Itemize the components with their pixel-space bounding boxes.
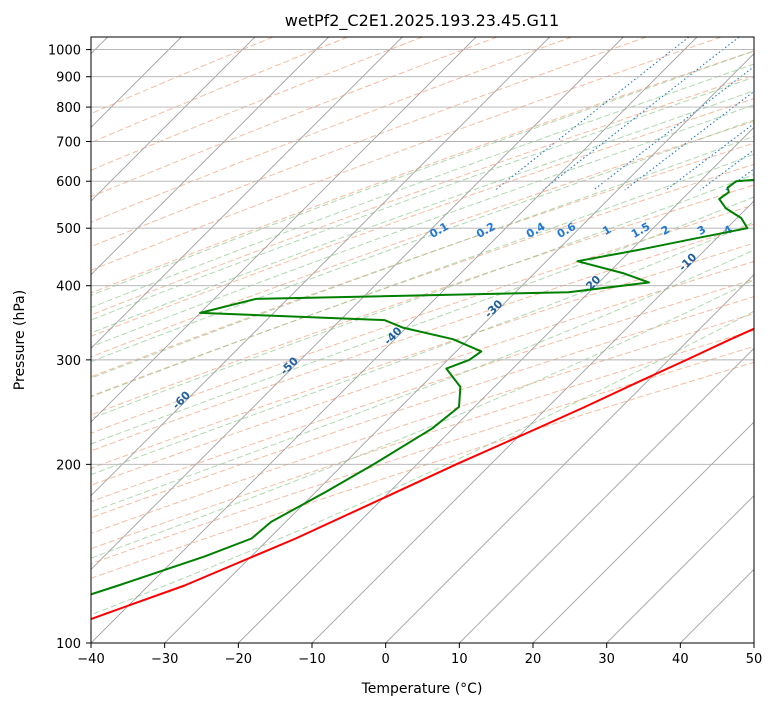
x-tick-label: 10 (451, 652, 468, 667)
x-tick-label: −10 (298, 652, 325, 667)
x-axis-label: Temperature (°C) (361, 681, 483, 697)
y-tick-label: 200 (56, 458, 81, 473)
y-tick-label: 700 (56, 135, 81, 150)
y-tick-label: 800 (56, 101, 81, 116)
y-tick-label: 500 (56, 222, 81, 237)
y-tick-label: 300 (56, 354, 81, 369)
y-tick-label: 400 (56, 280, 81, 295)
y-axis-label: Pressure (hPa) (12, 290, 28, 390)
y-tick-label: 1000 (48, 44, 81, 59)
chart-title: wetPf2_C2E1.2025.193.23.45.G11 (285, 11, 559, 31)
x-tick-label: −40 (77, 652, 104, 667)
x-tick-label: −30 (151, 652, 178, 667)
x-tick-label: 40 (672, 652, 689, 667)
x-tick-label: 30 (598, 652, 615, 667)
x-tick-label: 0 (382, 652, 390, 667)
y-tick-label: 600 (56, 175, 81, 190)
x-tick-label: 50 (746, 652, 763, 667)
x-tick-label: 20 (525, 652, 542, 667)
x-tick-label: −20 (225, 652, 252, 667)
y-tick-label: 100 (56, 637, 81, 652)
y-tick-label: 900 (56, 71, 81, 86)
